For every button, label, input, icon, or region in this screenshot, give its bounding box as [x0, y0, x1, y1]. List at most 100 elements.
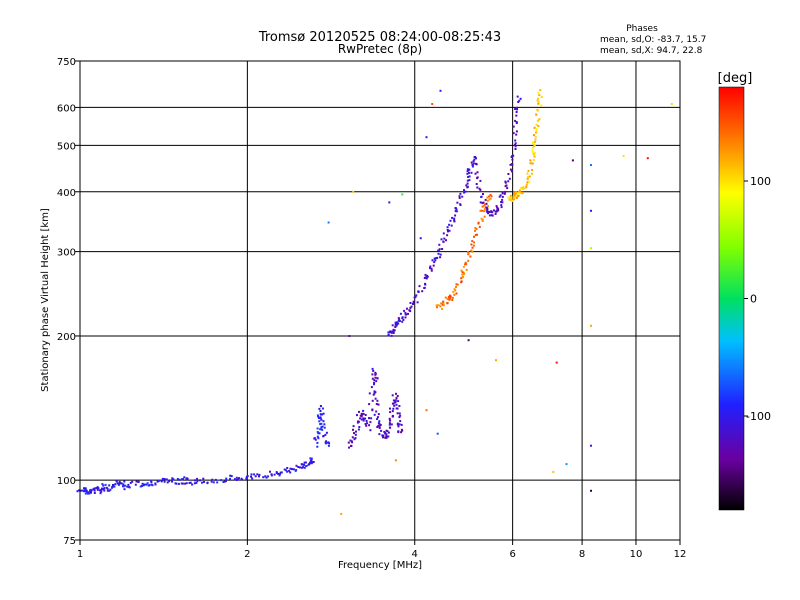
trace-point [96, 488, 99, 491]
trace-point [376, 399, 379, 402]
trace-point [320, 428, 323, 431]
trace-point [352, 425, 355, 428]
trace-point [474, 156, 477, 158]
trace-point [97, 487, 100, 490]
trace-point [322, 420, 325, 423]
trace-point [478, 187, 481, 190]
trace-point [185, 482, 188, 485]
trace-point [486, 196, 489, 199]
trace-point [475, 157, 477, 160]
trace-point [135, 480, 138, 483]
trace-point [134, 483, 137, 486]
trace-point [324, 433, 327, 436]
trace-point [433, 261, 436, 264]
trace-point [530, 172, 533, 175]
trace-point [184, 482, 187, 485]
trace-point [108, 484, 111, 487]
trace-point [188, 482, 191, 484]
x-tick-label: 4 [412, 549, 418, 560]
trace-point [76, 490, 79, 493]
scatter-point [571, 159, 574, 162]
trace-point [454, 210, 457, 213]
trace-point [127, 483, 130, 486]
trace-point [325, 431, 328, 434]
trace-point [476, 171, 479, 174]
trace-point [90, 491, 92, 494]
trace-point [384, 432, 387, 435]
trace-point [318, 432, 321, 435]
trace-point [115, 480, 118, 483]
trace-point [507, 180, 510, 183]
trace-point [225, 477, 228, 480]
trace-point [140, 485, 143, 487]
trace-point [316, 435, 319, 438]
trace-point [424, 282, 426, 285]
trace-point [216, 481, 219, 484]
trace-point [466, 172, 469, 175]
trace-point [506, 187, 509, 190]
trace-point [531, 149, 534, 152]
trace-point [316, 414, 319, 417]
trace-point [410, 305, 413, 308]
trace-point [368, 424, 371, 427]
trace-point [401, 320, 404, 323]
trace-point [489, 197, 492, 200]
trace-point [316, 431, 319, 433]
trace-point [461, 271, 464, 274]
trace-point [471, 240, 474, 243]
trace-point [318, 417, 320, 419]
trace-point [206, 482, 209, 485]
trace-point [391, 415, 394, 418]
trace-point [230, 475, 233, 478]
trace-point [490, 214, 493, 217]
trace-point [511, 163, 514, 166]
trace-point [441, 308, 443, 310]
trace-point [371, 409, 374, 412]
trace-point [454, 214, 457, 217]
trace-point [504, 180, 507, 183]
trace-point [468, 171, 470, 174]
y-tick-label: 600 [57, 103, 76, 114]
trace-point [448, 298, 451, 301]
trace-point [437, 252, 440, 255]
trace-point [453, 288, 456, 291]
trace-point [141, 482, 144, 485]
trace-point [388, 417, 391, 420]
trace-point [356, 414, 358, 417]
trace-point [535, 131, 537, 134]
trace-point [458, 195, 461, 198]
scatter-point [352, 190, 355, 193]
trace-point [528, 180, 531, 183]
trace-point [322, 435, 325, 437]
trace-point [444, 296, 447, 299]
trace-point [453, 293, 456, 296]
trace-point [446, 302, 449, 305]
scatter-point [348, 335, 351, 337]
trace-point [472, 244, 475, 247]
trace-point [532, 152, 535, 155]
trace-point [111, 486, 113, 489]
trace-point [150, 479, 152, 482]
trace-point [392, 399, 395, 402]
y-tick-label: 400 [57, 188, 76, 199]
trace-point [450, 224, 453, 227]
trace-point [514, 143, 516, 146]
trace-point [534, 135, 537, 138]
trace-point [512, 125, 515, 128]
trace-point [474, 229, 476, 232]
trace-point [319, 410, 322, 412]
trace-point [531, 150, 534, 153]
trace-point [479, 209, 482, 212]
trace-point [87, 492, 89, 495]
trace-point [424, 276, 427, 279]
trace-point [486, 207, 489, 209]
trace-point [395, 403, 398, 406]
trace-point [471, 246, 474, 249]
trace-point [532, 134, 535, 137]
trace-point [304, 461, 307, 464]
trace-point [531, 141, 534, 144]
trace-point [397, 319, 400, 322]
trace-point [499, 194, 502, 197]
trace-point [269, 470, 271, 473]
trace-point [404, 316, 407, 319]
